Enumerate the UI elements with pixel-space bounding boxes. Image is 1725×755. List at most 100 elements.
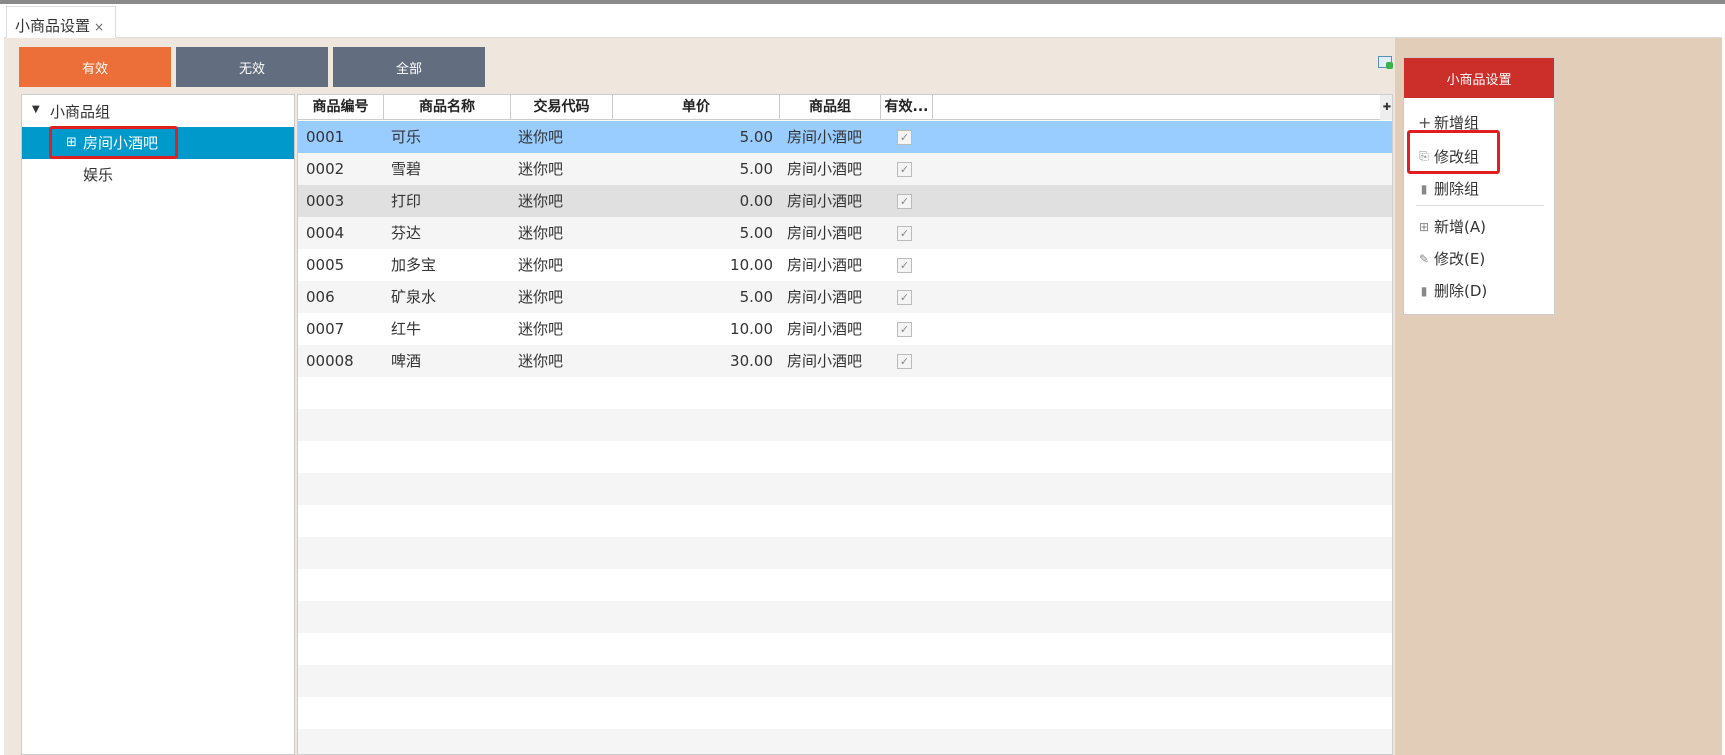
cell-price: 5.00 — [739, 288, 773, 306]
trash-icon: ▮ — [1420, 181, 1428, 196]
cell-code: 0005 — [306, 256, 345, 274]
col-header-name[interactable]: 商品名称 — [384, 95, 511, 120]
panel-title: 小商品设置 — [1404, 58, 1554, 98]
cell-name: 加多宝 — [391, 256, 437, 274]
empty-row — [298, 377, 1392, 409]
valid-checkbox[interactable]: ✓ — [897, 130, 912, 145]
cell-trade-code: 迷你吧 — [518, 352, 564, 370]
empty-row — [298, 697, 1392, 729]
table-row[interactable]: 006 矿泉水 迷你吧 5.00 房间小酒吧 ✓ — [298, 281, 1392, 313]
tree-root[interactable]: ▼ 小商品组 — [22, 96, 294, 128]
cell-code: 0002 — [306, 160, 345, 178]
valid-checkbox[interactable]: ✓ — [897, 354, 912, 369]
cell-trade-code: 迷你吧 — [518, 128, 564, 146]
add-group-button[interactable]: + 新增组 — [1418, 112, 1479, 133]
add-box-icon: ⊞ — [1418, 219, 1430, 234]
col-header-group[interactable]: 商品组 — [780, 95, 881, 120]
edit-icon: ✎ — [1418, 251, 1430, 266]
valid-checkbox[interactable]: ✓ — [897, 258, 912, 273]
cell-price: 5.00 — [739, 160, 773, 178]
filter-invalid-button[interactable]: 无效 — [176, 47, 328, 87]
cell-code: 006 — [306, 288, 335, 306]
table-row[interactable]: 0007 红牛 迷你吧 10.00 房间小酒吧 ✓ — [298, 313, 1392, 345]
valid-checkbox[interactable]: ✓ — [897, 194, 912, 209]
valid-checkbox[interactable]: ✓ — [897, 162, 912, 177]
menu-label: 新增(A) — [1434, 218, 1486, 236]
valid-checkbox[interactable]: ✓ — [897, 226, 912, 241]
cell-name: 芬达 — [391, 224, 422, 242]
delete-button[interactable]: ▮ 删除(D) — [1418, 280, 1488, 301]
table-row[interactable]: 0002 雪碧 迷你吧 5.00 房间小酒吧 ✓ — [298, 153, 1392, 185]
empty-row — [298, 441, 1392, 473]
col-header-price[interactable]: 单价 — [613, 95, 780, 120]
tree-item-minibar[interactable]: ⊞ 房间小酒吧 — [22, 127, 294, 159]
cell-price: 5.00 — [739, 224, 773, 242]
action-panel: 小商品设置 + 新增组 ⎘ 修改组 ▮ 删除组 ⊞ 新增(A) ✎ 修改(E) ▮ 删除(D… — [1403, 57, 1555, 315]
cell-group: 房间小酒吧 — [787, 128, 863, 146]
col-header-code[interactable]: 商品编号 — [298, 95, 384, 120]
edit-button[interactable]: ✎ 修改(E) — [1418, 248, 1485, 269]
cell-price: 30.00 — [730, 352, 773, 370]
table-row[interactable]: 0003 打印 迷你吧 0.00 房间小酒吧 ✓ — [298, 185, 1392, 217]
cell-price: 0.00 — [739, 192, 773, 210]
empty-row — [298, 473, 1392, 505]
menu-divider — [1416, 205, 1544, 206]
menu-label: 新增组 — [1434, 114, 1480, 132]
empty-row — [298, 601, 1392, 633]
tab-goods-settings[interactable]: 小商品设置 × — [6, 6, 116, 39]
cell-code: 0003 — [306, 192, 345, 210]
tab-label: 小商品设置 — [15, 17, 91, 35]
plus-icon: + — [1418, 113, 1432, 132]
grid-header: 商品编号 商品名称 交易代码 单价 商品组 有效... ✚ — [298, 95, 1392, 120]
tree-item-label: 娱乐 — [83, 166, 114, 184]
cell-code: 00008 — [306, 352, 354, 370]
empty-row — [298, 665, 1392, 697]
menu-label: 修改组 — [1434, 148, 1480, 166]
valid-checkbox[interactable]: ✓ — [897, 322, 912, 337]
add-button[interactable]: ⊞ 新增(A) — [1418, 216, 1486, 237]
cell-name: 可乐 — [391, 128, 422, 146]
cell-group: 房间小酒吧 — [787, 224, 863, 242]
close-icon[interactable]: × — [94, 20, 105, 34]
menu-label: 删除(D) — [1434, 282, 1488, 300]
delete-group-button[interactable]: ▮ 删除组 — [1418, 178, 1479, 199]
empty-row — [298, 569, 1392, 601]
edit-group-button[interactable]: ⎘ 修改组 — [1418, 146, 1479, 167]
empty-row — [298, 409, 1392, 441]
highlight-box — [1407, 130, 1500, 174]
table-row[interactable]: 00008 啤酒 迷你吧 30.00 房间小酒吧 ✓ — [298, 345, 1392, 377]
expand-triangle-icon[interactable]: ▼ — [32, 104, 40, 115]
empty-row — [298, 633, 1392, 665]
col-header-valid[interactable]: 有效... — [881, 95, 933, 120]
cell-price: 10.00 — [730, 256, 773, 274]
goods-grid: 商品编号 商品名称 交易代码 单价 商品组 有效... ✚ 0001 可乐 迷你吧 5… — [297, 94, 1393, 755]
empty-row — [298, 729, 1392, 754]
cell-name: 矿泉水 — [391, 288, 437, 306]
group-icon: ⊞ — [66, 135, 77, 150]
col-header-trade-code[interactable]: 交易代码 — [511, 95, 613, 120]
cell-group: 房间小酒吧 — [787, 352, 863, 370]
cell-name: 啤酒 — [391, 352, 422, 370]
cell-code: 0004 — [306, 224, 345, 242]
cell-code: 0007 — [306, 320, 345, 338]
table-row[interactable]: 0005 加多宝 迷你吧 10.00 房间小酒吧 ✓ — [298, 249, 1392, 281]
export-icon[interactable] — [1378, 56, 1393, 69]
main-content: 有效 无效 全部 ▼ 小商品组 ⊞ 房间小酒吧 娱乐 商品编号 商品名称 交易代码 … — [4, 38, 1722, 755]
group-tree: ▼ 小商品组 ⊞ 房间小酒吧 娱乐 — [21, 94, 295, 755]
cell-price: 10.00 — [730, 320, 773, 338]
valid-checkbox[interactable]: ✓ — [897, 290, 912, 305]
cell-group: 房间小酒吧 — [787, 160, 863, 178]
tree-item-entertainment[interactable]: 娱乐 — [22, 159, 294, 191]
trash-icon: ▮ — [1420, 283, 1428, 298]
table-row[interactable]: 0001 可乐 迷你吧 5.00 房间小酒吧 ✓ — [298, 121, 1392, 153]
right-sidebar: 小商品设置 + 新增组 ⎘ 修改组 ▮ 删除组 ⊞ 新增(A) ✎ 修改(E) ▮ 删除(D… — [1395, 38, 1722, 755]
cell-code: 0001 — [306, 128, 345, 146]
table-row[interactable]: 0004 芬达 迷你吧 5.00 房间小酒吧 ✓ — [298, 217, 1392, 249]
column-chooser-icon[interactable]: ✚ — [1380, 95, 1392, 120]
filter-valid-button[interactable]: 有效 — [19, 47, 171, 87]
filter-all-button[interactable]: 全部 — [333, 47, 485, 87]
cell-group: 房间小酒吧 — [787, 192, 863, 210]
tree-root-label: 小商品组 — [50, 103, 111, 121]
empty-row — [298, 505, 1392, 537]
cell-trade-code: 迷你吧 — [518, 160, 564, 178]
